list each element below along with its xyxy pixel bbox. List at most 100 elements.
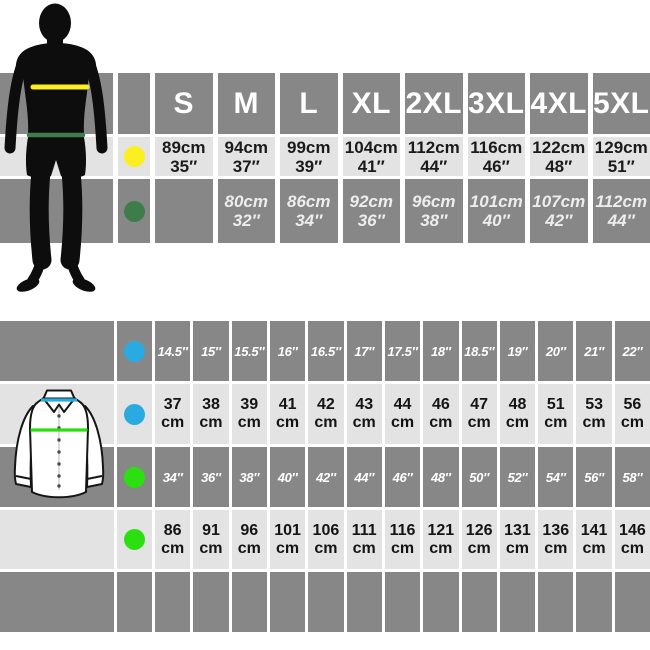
spacer-cell — [384, 572, 421, 632]
size-header-cell: 5XL — [592, 73, 650, 134]
spacer-cell — [193, 572, 229, 632]
waist-measurements-cell: 107cm 42″ — [530, 179, 588, 243]
collar-size-inches-cell: 21″ — [576, 321, 612, 381]
shirt-column-cell — [0, 321, 114, 381]
spacer-cell — [423, 572, 459, 632]
chest-size-inches-cell: 46″ — [384, 447, 421, 507]
collar-size-cm-cell: 43 cm — [346, 384, 382, 444]
collar-size-inches-cell: 19″ — [499, 321, 536, 381]
chest-measurements-cell: 116cm 46″ — [467, 137, 525, 176]
collar-size-inches-cell: 17.5″ — [384, 321, 421, 381]
chest-size-cm-cell: 126 cm — [461, 510, 497, 569]
waist-measurements-cell: 101cm 40″ — [467, 179, 525, 243]
collar-size-cm-cell: 56 cm — [614, 384, 650, 444]
chest-size-inches-cell: 42″ — [308, 447, 344, 507]
spacer-cell — [538, 572, 574, 632]
collar-size-inches-row: 14.5″ 15″ 15.5″ 16″ 16.5″ 17″ 17.5″ 18″ 18.5″ 19″… — [0, 321, 650, 381]
waist-measurements-cell: 112cm 44″ — [592, 179, 650, 243]
chest-size-inches-cell: 52″ — [499, 447, 536, 507]
chest-measurements-cell: 89cm 35″ — [155, 137, 213, 176]
spacer-cell — [499, 572, 536, 632]
shirt-collar — [42, 389, 76, 400]
collar-size-inches-dot-cell — [117, 321, 152, 381]
size-header-cell: L — [280, 73, 338, 134]
spacer-cell — [346, 572, 382, 632]
waist-measurements-row: 80cm 32″ 86cm 34″ 92cm 36″ 96cm 38″ 101cm 40… — [0, 179, 650, 243]
collar-size-cm-cell: 37 cm — [155, 384, 191, 444]
collar-size-inches-cell: 22″ — [614, 321, 650, 381]
waist-measurements-cell: 96cm 38″ — [405, 179, 463, 243]
collar-size-inches-cell: 16″ — [269, 321, 306, 381]
waist-measurements-cell: 92cm 36″ — [342, 179, 400, 243]
collar-size-cm-dot-cell — [117, 384, 152, 444]
chest-size-cm-row: 86 cm 91 cm 96 cm 101 cm 106 cm 111 cm 116 cm 1… — [0, 510, 650, 569]
collar-size-cm-cell: 42 cm — [308, 384, 344, 444]
size-header-cell: S — [155, 73, 213, 134]
collar-size-inches-cell: 16.5″ — [308, 321, 344, 381]
collar-size-cm-cell: 48 cm — [499, 384, 536, 444]
chest-size-cm-cell: 116 cm — [384, 510, 421, 569]
chest-marker-dot — [124, 466, 145, 488]
collar-size-inches-cell: 20″ — [538, 321, 574, 381]
chest-measurements-cell: 129cm 51″ — [592, 137, 650, 176]
size-header-cell: XL — [342, 73, 400, 134]
waist-measurements-cell — [155, 179, 213, 243]
chest-measurements-cell: 104cm 41″ — [342, 137, 400, 176]
size-header-cell: 3XL — [467, 73, 525, 134]
waist-measurements-cell: 80cm 32″ — [217, 179, 275, 243]
chest-size-cm-cell: 106 cm — [308, 510, 344, 569]
collar-size-cm-cell: 44 cm — [384, 384, 421, 444]
collar-size-cm-cell: 46 cm — [423, 384, 459, 444]
chest-size-inches-cell: 58″ — [614, 447, 650, 507]
chest-measurements-dot-cell — [118, 137, 150, 176]
chest-size-cm-cell: 111 cm — [346, 510, 382, 569]
chest-measurements-cell: 94cm 37″ — [217, 137, 275, 176]
collar-size-inches-cell: 15.5″ — [231, 321, 267, 381]
chest-size-cm-cell: 146 cm — [614, 510, 650, 569]
chest-size-inches-cell: 54″ — [538, 447, 574, 507]
chest-size-cm-cell: 96 cm — [231, 510, 267, 569]
spacer-cell — [461, 572, 497, 632]
chest-size-inches-cell: 38″ — [231, 447, 267, 507]
spacer-cell — [231, 572, 267, 632]
chest-measurements-row: 89cm 35″ 94cm 37″ 99cm 39″ 104cm 41″ 112cm 4… — [0, 137, 650, 176]
spacer-cell — [614, 572, 650, 632]
chest-size-inches-cell: 34″ — [155, 447, 191, 507]
chest-marker-dot — [124, 529, 145, 550]
size-header-cell: 2XL — [405, 73, 463, 134]
spacer-cell — [155, 572, 191, 632]
chest-size-inches-cell: 50″ — [461, 447, 497, 507]
chest-size-inches-cell: 44″ — [346, 447, 382, 507]
spacer-cell — [269, 572, 306, 632]
size-header-dot-cell — [118, 73, 150, 134]
waist-measurements-dot-cell — [118, 179, 150, 243]
chest-size-inches-cell: 36″ — [193, 447, 229, 507]
collar-size-cm-cell: 41 cm — [269, 384, 306, 444]
collar-marker-dot — [124, 340, 145, 362]
collar-size-inches-cell: 18.5″ — [461, 321, 497, 381]
chest-size-cm-cell: 131 cm — [499, 510, 536, 569]
chest-size-cm-cell: 101 cm — [269, 510, 306, 569]
size-header-cell: M — [217, 73, 275, 134]
spacer-row — [0, 572, 650, 632]
chest-size-cm-cell: 141 cm — [576, 510, 612, 569]
collar-size-inches-cell: 14.5″ — [155, 321, 191, 381]
spacer-cell — [576, 572, 612, 632]
collar-size-cm-cell: 38 cm — [193, 384, 229, 444]
size-header-row: S M L XL 2XL 3XL 4XL 5XL — [0, 73, 650, 134]
chest-marker-dot — [123, 146, 145, 167]
shirt-column-cell — [0, 510, 114, 569]
spacer-cell — [308, 572, 344, 632]
chest-size-cm-cell: 136 cm — [538, 510, 574, 569]
chest-size-inches-cell: 48″ — [423, 447, 459, 507]
chest-size-cm-cell: 121 cm — [423, 510, 459, 569]
chest-size-cm-cell: 86 cm — [155, 510, 191, 569]
chest-size-inches-cell: 56″ — [576, 447, 612, 507]
shirt-column-cell — [0, 572, 114, 632]
collar-size-cm-cell: 53 cm — [576, 384, 612, 444]
collar-marker-dot — [124, 403, 145, 425]
spacer-dot-cell — [117, 572, 152, 632]
size-header-cell: 4XL — [530, 73, 588, 134]
collar-size-cm-cell: 39 cm — [231, 384, 267, 444]
